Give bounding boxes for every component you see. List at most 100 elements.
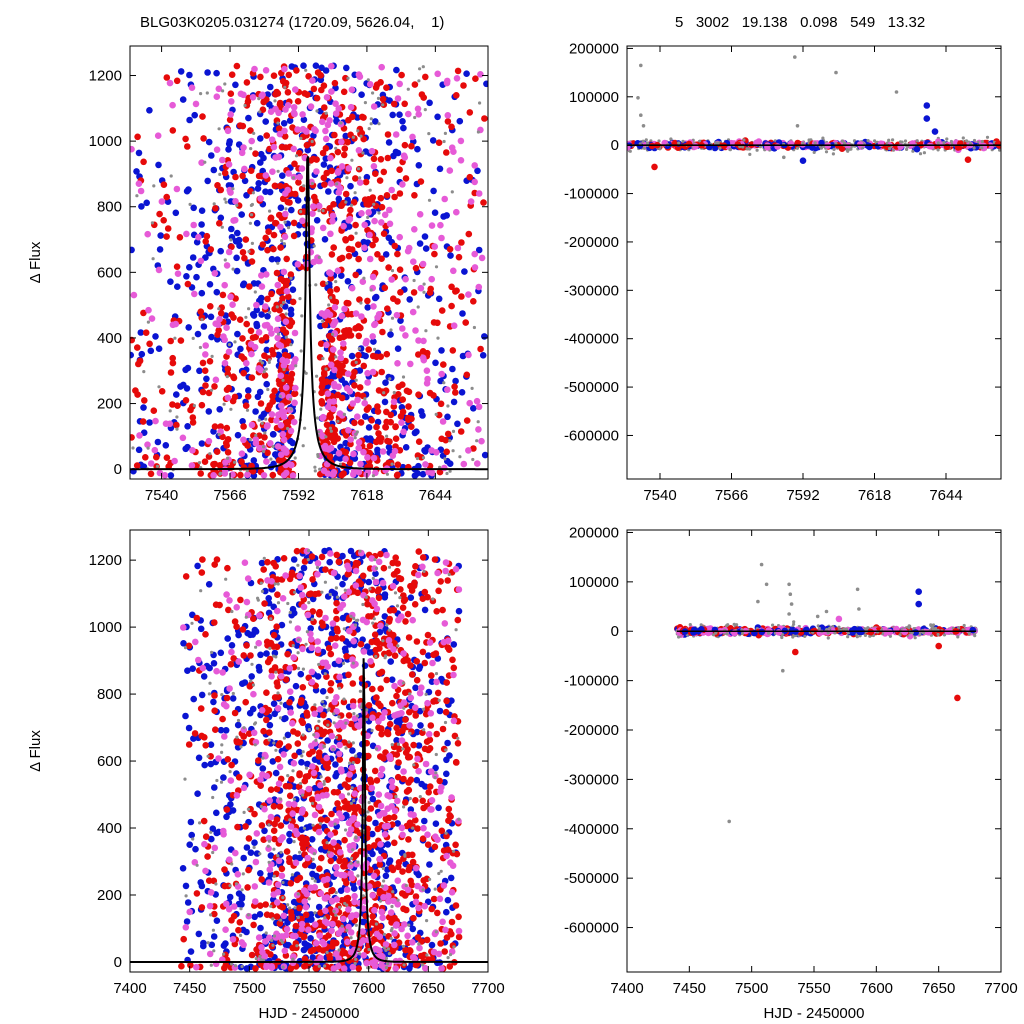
data-point-red xyxy=(372,236,379,243)
data-point-red xyxy=(207,303,214,310)
data-point-red xyxy=(376,177,384,184)
data-point-red xyxy=(328,251,336,258)
data-point-gray xyxy=(338,462,342,466)
data-point-red xyxy=(419,797,427,805)
data-point-gray xyxy=(278,394,282,398)
data-point-red xyxy=(405,403,412,410)
data-point-blue xyxy=(426,99,433,107)
data-point-red xyxy=(342,237,350,244)
data-point-red xyxy=(276,920,284,927)
data-point-red xyxy=(321,181,328,188)
data-point-red xyxy=(174,402,181,410)
data-point-magenta xyxy=(274,443,282,450)
data-point-gray xyxy=(961,136,965,140)
data-point-red xyxy=(359,572,367,580)
data-point-red xyxy=(193,614,201,622)
data-point-magenta xyxy=(315,202,323,210)
data-point-blue xyxy=(167,278,174,286)
data-point-blue xyxy=(179,96,187,103)
data-point-gray xyxy=(135,194,139,198)
data-point-magenta xyxy=(166,420,174,428)
data-point-red xyxy=(355,255,362,263)
data-point-magenta xyxy=(331,366,338,374)
data-point-red xyxy=(327,635,335,643)
data-point-red xyxy=(277,244,284,251)
data-point-red xyxy=(450,664,458,672)
data-point-gray xyxy=(367,127,371,131)
data-point-red xyxy=(350,199,358,206)
outlier-point xyxy=(636,96,640,100)
data-point-blue xyxy=(186,841,193,848)
data-point-blue xyxy=(205,581,213,588)
data-point-red xyxy=(276,211,283,219)
data-point-red xyxy=(261,434,268,441)
data-point-red xyxy=(386,607,394,614)
data-point-red xyxy=(289,298,297,306)
data-point-red xyxy=(247,167,255,174)
data-point-gray xyxy=(244,315,248,319)
data-point-gray xyxy=(334,355,338,359)
data-point-magenta xyxy=(453,75,461,82)
data-point-red xyxy=(140,158,147,166)
data-point-magenta xyxy=(344,370,352,378)
data-point-red xyxy=(289,944,297,952)
data-point-red xyxy=(453,759,460,766)
data-point-gray xyxy=(336,419,340,423)
data-point-red xyxy=(400,597,408,605)
data-point-magenta xyxy=(155,266,163,274)
data-point-red xyxy=(443,832,450,840)
data-point-red xyxy=(392,435,400,443)
data-point-red xyxy=(271,387,278,395)
data-point-red xyxy=(294,740,302,747)
data-point-magenta xyxy=(386,206,393,214)
x-tick-label: 7618 xyxy=(858,487,891,504)
data-point-red xyxy=(377,79,384,86)
data-point-magenta xyxy=(475,403,483,411)
data-point-gray xyxy=(369,288,373,292)
data-point-magenta xyxy=(227,111,234,118)
data-point-red xyxy=(355,241,362,248)
data-point-red xyxy=(242,402,250,410)
data-point-gray xyxy=(264,367,268,371)
data-point-blue xyxy=(133,168,140,175)
data-point-blue xyxy=(157,232,164,239)
data-point-gray xyxy=(985,135,990,139)
data-point-gray xyxy=(142,370,146,374)
data-point-magenta xyxy=(279,430,287,438)
data-point-red xyxy=(211,692,218,699)
data-point-red xyxy=(401,723,408,731)
data-point-gray xyxy=(642,146,646,150)
data-point-blue xyxy=(138,203,145,210)
data-point-gray xyxy=(335,182,339,186)
data-point-red xyxy=(440,847,448,854)
data-point-magenta xyxy=(323,894,331,901)
data-point-blue xyxy=(187,818,195,826)
data-point-magenta xyxy=(774,143,781,150)
data-point-blue xyxy=(435,804,442,812)
data-point-gray xyxy=(319,407,323,411)
data-point-blue xyxy=(421,233,429,240)
data-point-magenta xyxy=(877,140,885,147)
data-point-magenta xyxy=(409,133,416,141)
data-point-magenta xyxy=(428,222,436,229)
data-point-magenta xyxy=(325,446,333,453)
data-point-red xyxy=(407,877,415,885)
data-point-blue xyxy=(372,570,379,577)
data-point-magenta xyxy=(274,315,282,323)
data-point-gray xyxy=(284,207,288,211)
data-point-gray xyxy=(294,364,298,368)
data-point-magenta xyxy=(224,394,232,402)
data-point-blue xyxy=(263,650,270,657)
data-point-red xyxy=(402,618,409,625)
data-point-red xyxy=(378,255,385,262)
data-point-magenta xyxy=(475,190,483,197)
data-point-gray xyxy=(289,397,293,401)
data-point-red xyxy=(302,911,310,919)
data-point-magenta xyxy=(328,732,336,740)
data-point-blue xyxy=(253,306,261,314)
data-point-magenta xyxy=(262,172,270,179)
data-point-red xyxy=(323,816,331,824)
data-point-magenta xyxy=(376,933,384,940)
data-point-blue xyxy=(209,825,217,832)
data-point-blue xyxy=(258,311,265,318)
